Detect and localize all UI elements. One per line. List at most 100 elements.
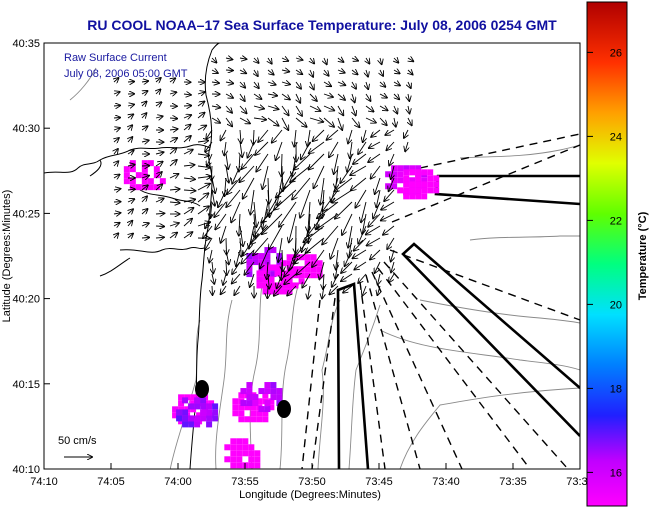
current-vector	[295, 58, 303, 60]
current-vector	[232, 273, 241, 283]
current-vector	[212, 189, 215, 206]
current-vector	[253, 118, 266, 120]
current-vector	[324, 69, 329, 76]
sst-cell	[316, 260, 323, 267]
sst-cell	[238, 410, 245, 417]
current-vector	[212, 273, 214, 284]
current-vector	[183, 219, 192, 227]
current-vector	[169, 118, 177, 119]
current-vector	[212, 58, 216, 63]
sst-cell	[236, 444, 243, 451]
sst-cell	[310, 266, 317, 273]
current-vector	[113, 92, 120, 94]
current-vector	[169, 92, 176, 94]
sst-cell	[236, 438, 243, 445]
current-vector	[282, 249, 283, 271]
sst-cell	[385, 171, 392, 178]
current-vector	[393, 82, 400, 86]
current-vector	[267, 82, 276, 85]
sst-cell	[397, 177, 404, 184]
current-vector	[292, 177, 311, 199]
current-vector	[324, 57, 327, 64]
sst-cell	[397, 171, 404, 178]
sst-cell	[232, 398, 239, 405]
sst-cell	[409, 181, 416, 188]
sst-cell	[403, 187, 410, 194]
sst-cell	[292, 282, 299, 289]
current-vector	[127, 82, 134, 83]
sst-cell	[268, 276, 275, 283]
current-vector	[391, 165, 394, 179]
current-vector	[240, 165, 255, 182]
sst-cell	[415, 181, 422, 188]
y-tick-label: 40:10	[12, 464, 40, 476]
sst-cell	[262, 392, 269, 399]
current-vector	[281, 153, 282, 176]
sst-cell	[147, 160, 154, 167]
current-vector	[225, 94, 233, 98]
current-vector	[226, 261, 227, 275]
sst-cell	[433, 175, 440, 182]
current-vector	[281, 93, 290, 100]
sst-cell	[178, 394, 185, 401]
current-vector	[277, 273, 283, 288]
current-vector	[183, 190, 195, 191]
sst-cell	[258, 406, 265, 413]
current-vector	[211, 117, 220, 123]
current-vector	[308, 285, 310, 299]
current-vector	[114, 233, 118, 238]
sst-cell	[240, 400, 247, 407]
current-vector	[323, 117, 334, 127]
sst-cell	[403, 181, 410, 188]
current-vector	[155, 152, 164, 154]
current-vector	[366, 58, 369, 64]
current-vector	[244, 261, 255, 275]
current-vector	[243, 177, 255, 199]
current-vector	[113, 213, 120, 214]
sst-cell	[280, 260, 287, 267]
current-vector	[254, 81, 259, 88]
current-vector	[258, 129, 269, 142]
buoy-marker	[195, 380, 209, 398]
current-vector	[155, 116, 163, 118]
sst-cell	[178, 406, 185, 413]
current-vector	[319, 261, 325, 279]
current-vector	[320, 177, 325, 205]
sst-cell	[178, 400, 185, 407]
current-vector	[221, 285, 227, 294]
current-vector	[363, 129, 366, 142]
sst-cell	[252, 253, 259, 260]
current-vector	[197, 141, 208, 142]
current-vector	[155, 213, 164, 214]
current-vector	[205, 237, 213, 250]
current-vector	[281, 117, 288, 130]
current-vector	[207, 153, 213, 166]
sst-cell	[256, 282, 263, 289]
current-vector	[370, 249, 381, 260]
current-vector	[313, 129, 325, 141]
current-vector	[215, 213, 227, 229]
sst-cell	[242, 450, 249, 457]
y-tick-label: 40:15	[12, 379, 40, 391]
sst-cell	[409, 177, 416, 184]
current-vector	[389, 273, 395, 282]
sst-cell	[244, 404, 251, 411]
current-vector	[267, 94, 277, 96]
sst-cell	[196, 394, 203, 401]
current-vector	[385, 129, 395, 135]
current-vector	[296, 81, 301, 89]
current-vector	[394, 117, 396, 127]
current-vector	[268, 273, 269, 289]
current-vector	[211, 82, 219, 83]
colorbar	[586, 1, 628, 507]
legend-line-1: Raw Surface Current	[64, 52, 167, 64]
current-vector	[155, 199, 164, 203]
current-vector	[368, 213, 381, 227]
current-vector	[183, 115, 191, 118]
sst-cell	[286, 260, 293, 267]
sst-cell	[427, 175, 434, 182]
current-vector	[332, 189, 353, 203]
sst-cell	[276, 394, 283, 401]
current-vector	[267, 70, 274, 75]
